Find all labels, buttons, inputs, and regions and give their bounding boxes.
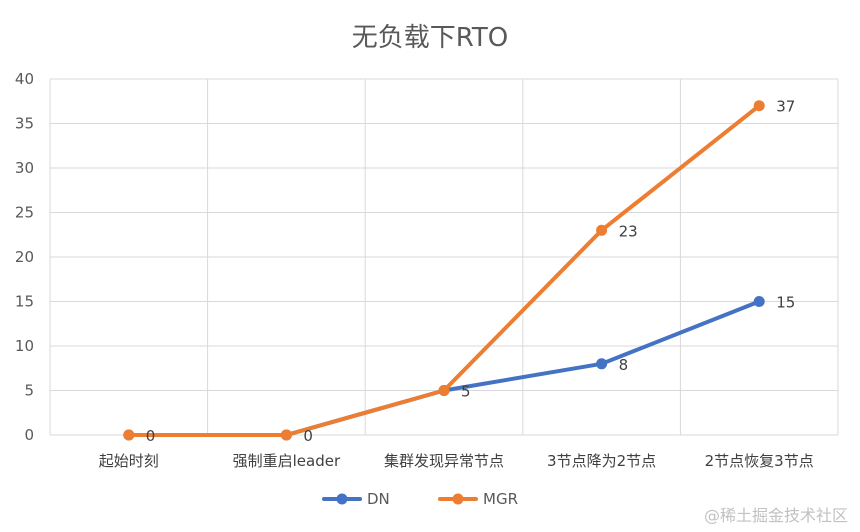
data-point-mgr (596, 224, 608, 236)
y-tick-label: 5 (24, 382, 34, 400)
y-tick-label: 15 (15, 293, 34, 311)
legend-label-mgr: MGR (483, 490, 518, 508)
data-point-mgr (123, 429, 135, 441)
watermark-text: @稀土掘金技术社区 (704, 506, 848, 525)
data-labels: 5 8 15 0 0 23 37 (146, 98, 795, 445)
legend-marker-dn (336, 493, 348, 505)
series-lines (123, 100, 765, 441)
legend-label-dn: DN (367, 490, 390, 508)
data-point-dn (753, 296, 765, 307)
grid (49, 78, 839, 436)
x-category-label: 集群发现异常节点 (384, 452, 504, 470)
data-label-dn: 5 (461, 383, 471, 401)
y-tick-label: 0 (24, 426, 34, 444)
chart-title: 无负载下RTO (352, 23, 509, 53)
series-line-dn (126, 299, 762, 437)
data-point-mgr (438, 385, 450, 396)
data-label-mgr: 0 (303, 427, 313, 445)
y-tick-label: 40 (15, 70, 34, 88)
legend-marker-mgr (452, 493, 464, 505)
data-point-mgr (753, 100, 765, 112)
axes: 0 5 10 15 20 25 30 35 40 起始时刻 强制重启leader 集群发现异常节点 3节… (15, 70, 814, 470)
x-category-label: 3节点降为2节点 (547, 452, 656, 470)
data-label-dn: 15 (776, 294, 795, 312)
x-category-label: 起始时刻 (99, 452, 159, 470)
y-tick-label: 25 (15, 204, 34, 222)
legend: DN MGR (322, 490, 518, 508)
data-label-dn: 8 (619, 356, 629, 374)
y-tick-label: 10 (15, 337, 34, 355)
data-point-dn (596, 358, 608, 370)
data-label-mgr: 23 (619, 222, 638, 240)
data-label-mgr: 37 (776, 98, 795, 116)
x-category-label: 2节点恢复3节点 (705, 452, 814, 470)
x-category-label: 强制重启leader (233, 452, 341, 470)
y-tick-label: 35 (15, 115, 34, 133)
y-tick-label: 30 (15, 159, 34, 177)
data-point-mgr (280, 429, 292, 441)
data-label-mgr: 0 (146, 427, 156, 445)
y-tick-label: 20 (15, 248, 34, 266)
